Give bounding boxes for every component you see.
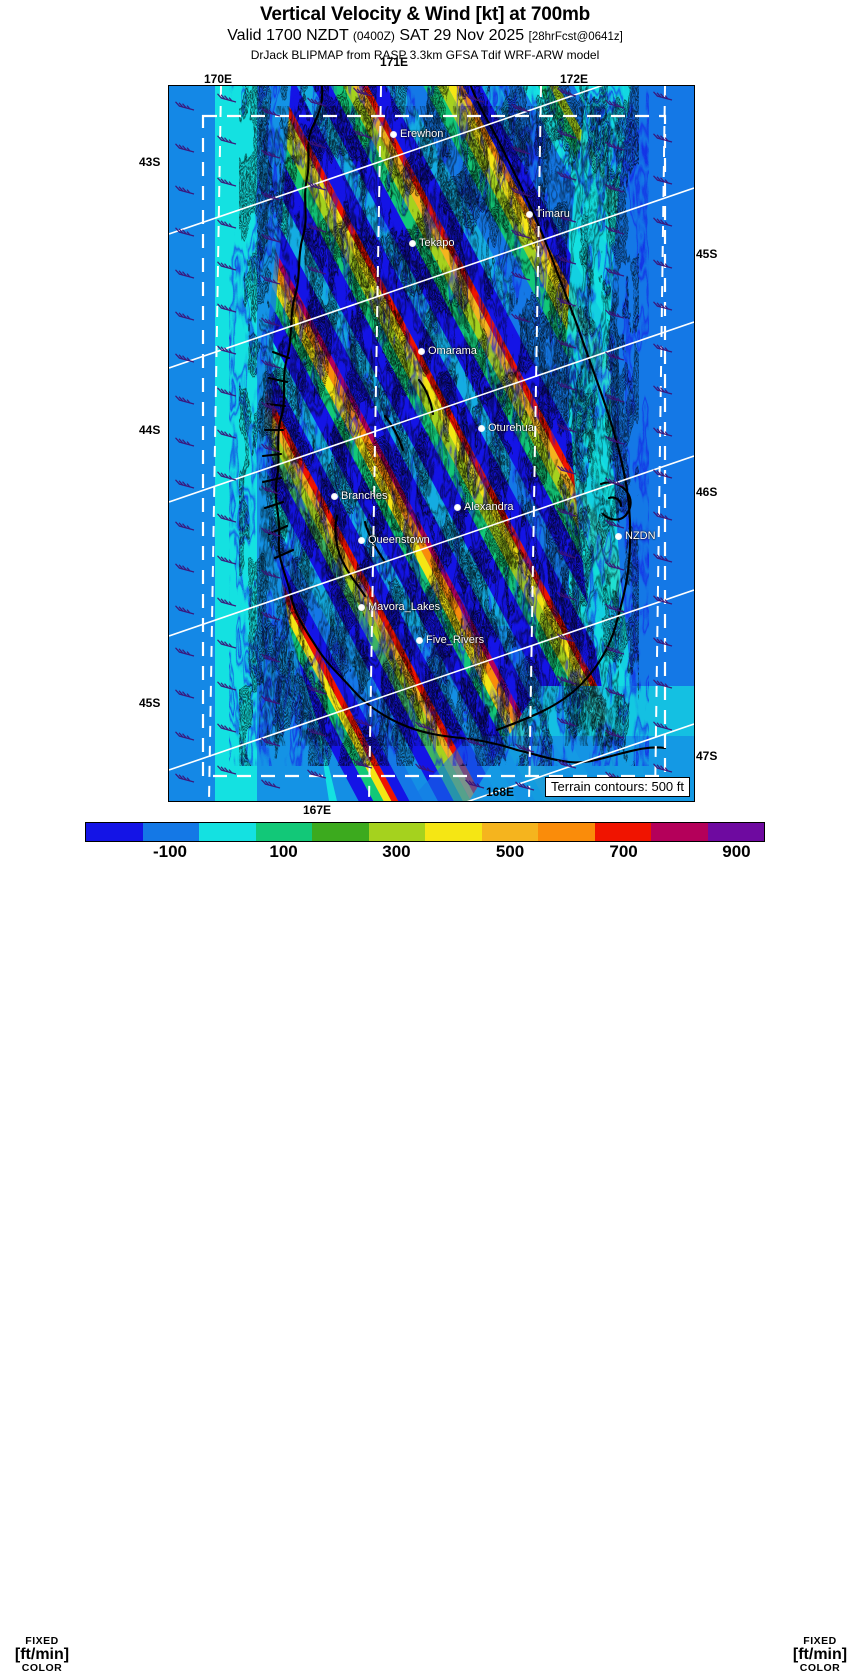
- vertical-velocity-field: [169, 86, 694, 801]
- longitude-label-167E: 167E: [303, 803, 332, 817]
- longitude-label-171E: 171E: [380, 55, 409, 69]
- latitude-label-45S: 45S: [696, 247, 718, 261]
- valid-date: SAT 29 Nov 2025: [399, 27, 525, 44]
- colorbar-segment-2: [199, 823, 256, 841]
- colorbar-left-caption: FIXED [ft/min] COLOR: [2, 1636, 82, 1673]
- latitude-label-46S: 46S: [696, 485, 718, 499]
- valid-time-utc: (0400Z): [352, 29, 395, 43]
- latitude-label-45S: 45S: [139, 696, 161, 710]
- colorbar-scale[interactable]: [85, 822, 765, 842]
- longitude-label-172E: 172E: [560, 72, 589, 86]
- colorbar-segment-10: [651, 823, 708, 841]
- colorbar-segment-3: [255, 823, 312, 841]
- page-title: Vertical Velocity & Wind [kt] at 700mb: [259, 4, 591, 25]
- color-label-right: COLOR: [799, 1661, 841, 1674]
- forecast-hour: [28hrFcst@0641z]: [528, 31, 623, 43]
- latitude-label-43S: 43S: [139, 155, 161, 169]
- colorbar-segment-5: [368, 823, 425, 841]
- map-panel[interactable]: Erewhon Timaru Tekapo Omarama Oturehua Branch…: [168, 85, 695, 802]
- units-label-left: [ft/min]: [14, 1645, 70, 1663]
- color-label-left: COLOR: [21, 1661, 63, 1674]
- validity-line: Valid 1700 NZDT (0400Z) SAT 29 Nov 2025 …: [0, 26, 850, 47]
- latitude-label-44S: 44S: [139, 423, 161, 437]
- colorbar-tick-labels: -100 100 300 500 700 900: [85, 842, 765, 862]
- units-label-right: [ft/min]: [792, 1645, 848, 1663]
- colorbar-right-caption: FIXED [ft/min] COLOR: [780, 1636, 850, 1673]
- colorbar-tick-100: 100: [269, 842, 298, 861]
- colorbar-tick-700: 700: [609, 842, 638, 861]
- colorbar-segment-1: [142, 823, 199, 841]
- colorbar-segment-9: [594, 823, 651, 841]
- longitude-label-170E: 170E: [204, 72, 233, 86]
- longitude-label-168E: 168E: [486, 785, 515, 799]
- colorbar-segment-4: [312, 823, 369, 841]
- latitude-label-47S: 47S: [696, 749, 718, 763]
- fixed-label-left: FIXED: [25, 1635, 59, 1647]
- colorbar-segment-6: [425, 823, 482, 841]
- colorbar-tick-300: 300: [382, 842, 411, 861]
- model-source-line: DrJack BLIPMAP from RASP 3.3km GFSA Tdif…: [250, 48, 600, 62]
- colorbar-segment-11: [707, 823, 764, 841]
- domain-box: [201, 114, 667, 778]
- colorbar-segment-8: [538, 823, 595, 841]
- colorbar-tick-500: 500: [495, 842, 525, 861]
- parallel-lines: [169, 86, 694, 801]
- fixed-label-right: FIXED: [803, 1635, 837, 1647]
- title-block: Vertical Velocity & Wind [kt] at 700mb V…: [0, 0, 850, 63]
- colorbar-tick--100: -100: [152, 842, 188, 861]
- colorbar-tick-900: 900: [722, 842, 751, 861]
- valid-time: Valid 1700 NZDT: [227, 27, 349, 44]
- terrain-contour-legend: Terrain contours: 500 ft: [545, 777, 690, 797]
- colorbar-segment-7: [481, 823, 538, 841]
- coastline: [261, 86, 667, 764]
- colorbar-segment-0: [86, 823, 143, 841]
- colorbar-panel: FIXED [ft/min] COLOR -100 100 300 500 700 900…: [0, 818, 850, 1673]
